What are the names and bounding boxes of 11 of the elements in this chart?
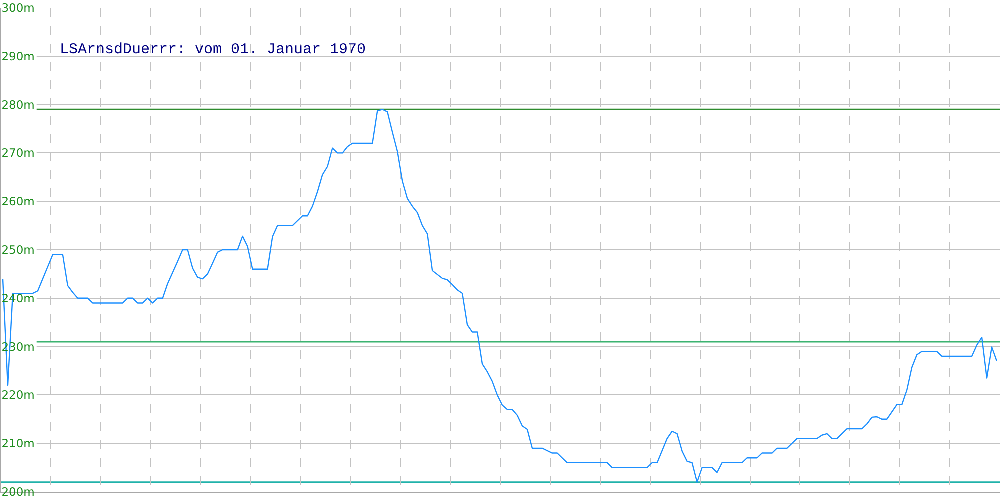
y-tick-label: 250m [2, 243, 35, 258]
y-tick-label: 220m [2, 388, 35, 402]
y-tick-label: 200m [2, 485, 35, 500]
y-tick-label: 300m [2, 1, 35, 16]
text: LSArnsdDuerrr: vom 01. Januar 1970 [60, 41, 366, 58]
y-tick-label: 290m [2, 49, 35, 64]
y-tick-label: 260m [2, 194, 35, 209]
y-tick-label: 280m [2, 98, 35, 112]
y-tick-label: 270m [2, 146, 35, 160]
line-series [2, 109, 998, 483]
y-tick-label: 210m [2, 436, 35, 451]
